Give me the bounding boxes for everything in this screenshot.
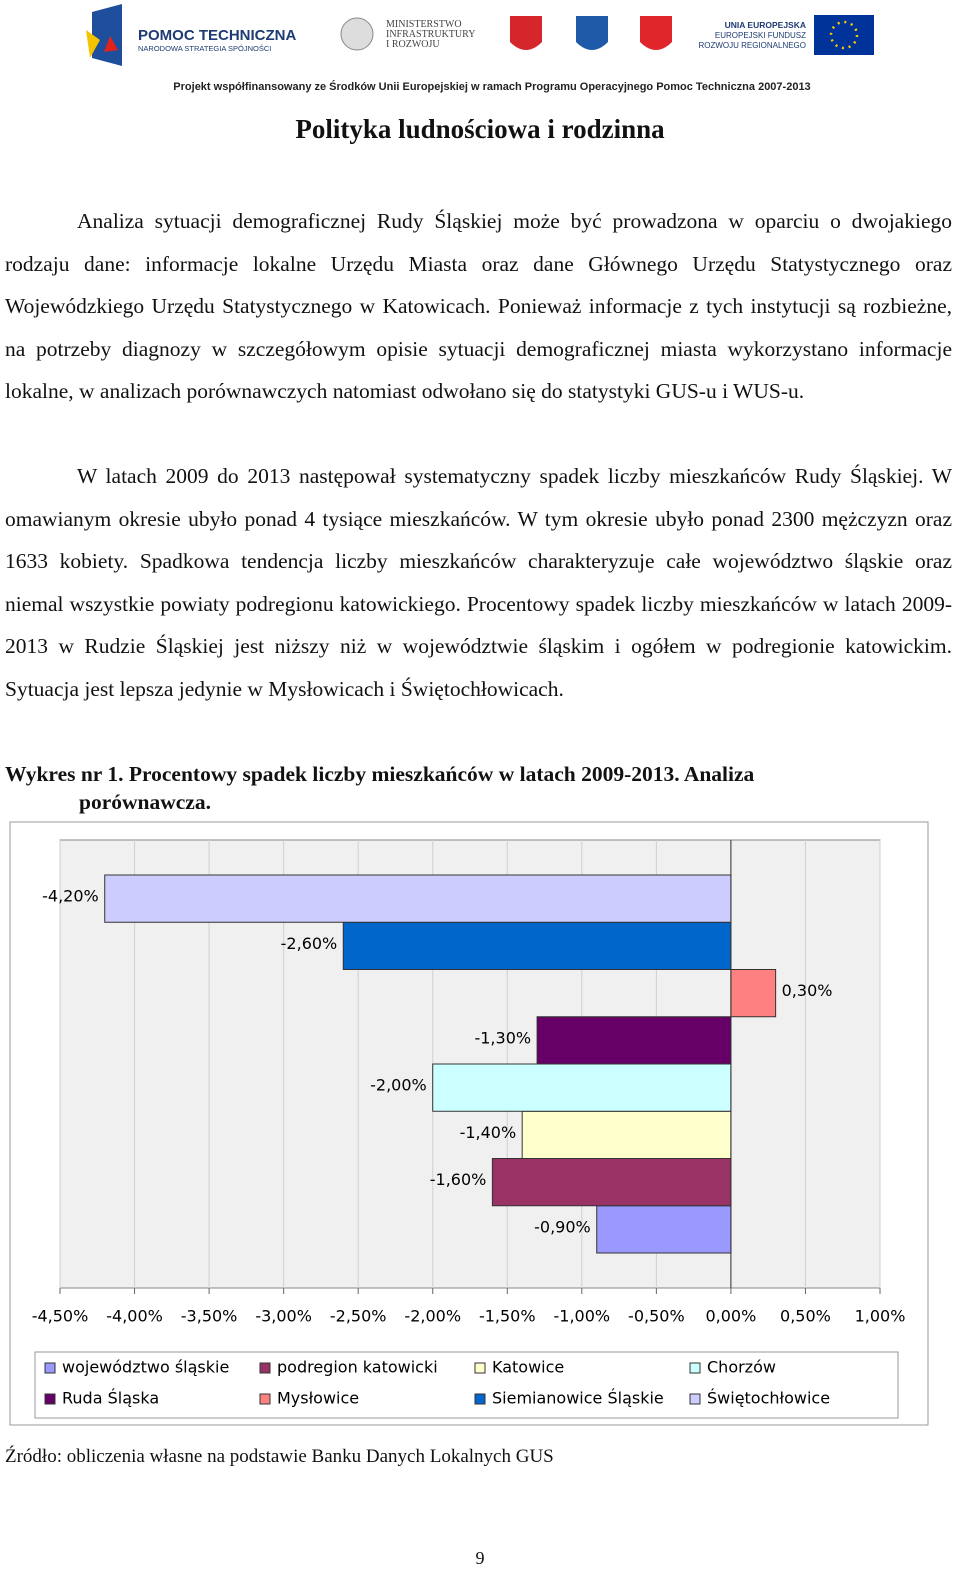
bar bbox=[491, 1158, 732, 1207]
legend-swatch bbox=[689, 1362, 701, 1374]
legend-swatch bbox=[44, 1362, 56, 1374]
bar bbox=[432, 1063, 732, 1112]
crest bbox=[640, 16, 672, 50]
value-label: -2,60% bbox=[281, 934, 338, 953]
figure-caption: Wykres nr 1. Procentowy spadek liczby mi… bbox=[5, 762, 755, 814]
logo-mark bbox=[86, 30, 100, 58]
bar bbox=[730, 969, 777, 1018]
x-tick-label: -2,50% bbox=[330, 1307, 387, 1326]
page-number: 9 bbox=[475, 1548, 485, 1568]
x-tick-label: -4,50% bbox=[32, 1307, 89, 1326]
ministry-line: I ROZWOJU bbox=[386, 39, 440, 50]
bar bbox=[342, 921, 732, 970]
legend-label: Ruda Śląska bbox=[62, 1389, 159, 1408]
legend-swatch bbox=[474, 1393, 486, 1405]
header: POMOC TECHNICZNA NARODOWA STRATEGIA SPÓJ… bbox=[86, 4, 874, 93]
legend-label: Mysłowice bbox=[277, 1389, 359, 1408]
value-label: -1,40% bbox=[460, 1123, 517, 1142]
bar bbox=[521, 1110, 732, 1159]
value-label: -2,00% bbox=[370, 1076, 427, 1095]
bar bbox=[596, 1205, 732, 1254]
eu-line: EUROPEJSKI FUNDUSZ bbox=[715, 31, 806, 40]
logo-mark bbox=[104, 36, 118, 52]
eu-line: ROZWOJU REGIONALNEGO bbox=[698, 41, 806, 50]
x-tick-label: -1,00% bbox=[554, 1307, 611, 1326]
bar bbox=[536, 1016, 732, 1065]
x-tick-label: 0,00% bbox=[705, 1307, 756, 1326]
paragraph: Analiza sytuacji demograficznej Rudy Ślą… bbox=[5, 209, 952, 404]
paragraph: W latach 2009 do 2013 następował systema… bbox=[5, 464, 952, 701]
ministry-line: MINISTERSTWO bbox=[386, 19, 462, 30]
x-tick-label: -1,50% bbox=[479, 1307, 536, 1326]
x-tick-label: -0,50% bbox=[628, 1307, 685, 1326]
emblem bbox=[340, 17, 374, 51]
legend-label: Chorzów bbox=[707, 1358, 776, 1377]
x-tick-label: -4,00% bbox=[106, 1307, 163, 1326]
logo-subtitle: NARODOWA STRATEGIA SPÓJNOŚCI bbox=[138, 44, 271, 53]
x-tick-label: 1,00% bbox=[855, 1307, 906, 1326]
x-tick-label: -3,00% bbox=[255, 1307, 312, 1326]
legend-swatch bbox=[689, 1393, 701, 1405]
legend-label: podregion katowicki bbox=[277, 1358, 438, 1377]
x-tick-label: 0,50% bbox=[780, 1307, 831, 1326]
legend-label: Siemianowice Śląskie bbox=[492, 1389, 664, 1408]
legend-box bbox=[34, 1351, 899, 1419]
legend-swatch bbox=[259, 1393, 271, 1405]
value-label: 0,30% bbox=[782, 981, 833, 1000]
page-title: Polityka ludnościowa i rodzinna bbox=[295, 114, 665, 144]
x-tick-label: -3,50% bbox=[181, 1307, 238, 1326]
ministry-line: INFRASTRUKTURY bbox=[386, 29, 475, 40]
legend-swatch bbox=[474, 1362, 486, 1374]
x-tick-label: -2,00% bbox=[404, 1307, 461, 1326]
legend-swatch bbox=[44, 1393, 56, 1405]
bar bbox=[104, 874, 732, 923]
value-label: -1,30% bbox=[474, 1028, 531, 1047]
legend-label: Katowice bbox=[492, 1358, 564, 1377]
crest bbox=[510, 16, 542, 50]
eu-line: UNIA EUROPEJSKA bbox=[725, 20, 806, 30]
eu-flag bbox=[814, 15, 874, 55]
value-label: -0,90% bbox=[534, 1217, 591, 1236]
legend-swatch bbox=[259, 1362, 271, 1374]
legend-label: województwo śląskie bbox=[62, 1358, 229, 1377]
chart: 1 -4,50%-4,00%-3,50%-3,00%-2,50%-2,00%-1… bbox=[9, 821, 929, 1426]
value-label: -1,60% bbox=[430, 1170, 487, 1189]
crest bbox=[576, 16, 608, 50]
funding-note: Projekt współfinansowany ze Środków Unii… bbox=[173, 80, 810, 93]
logo-title: POMOC TECHNICZNA bbox=[138, 27, 296, 44]
value-label: -4,20% bbox=[42, 887, 99, 906]
eu-stars bbox=[829, 20, 859, 50]
source-note: Źródło: obliczenia własne na podstawie B… bbox=[5, 1446, 554, 1467]
legend-label: Świętochłowice bbox=[707, 1389, 830, 1408]
